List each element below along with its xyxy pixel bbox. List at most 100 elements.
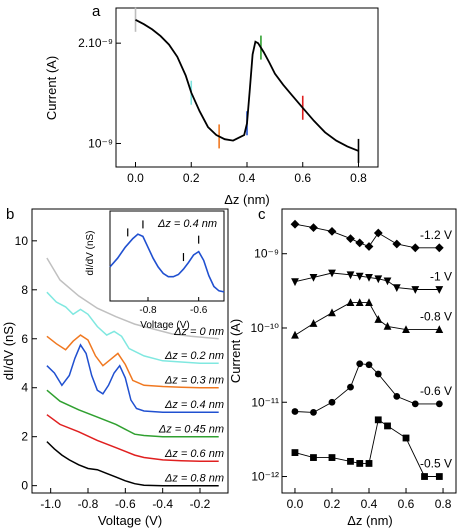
panel-c-data-point: [411, 400, 419, 408]
panel-c-data-point: [355, 298, 364, 306]
panel-a-xtick-label: 0.6: [294, 171, 311, 185]
panel-c-data-point: [347, 383, 354, 391]
panel-c-axes: 0.0 0.2 0.4 0.6 0.8 10⁻¹² 10⁻¹¹ 10⁻¹⁰ 10⁻⁹: [251, 247, 452, 511]
panel-b-series-label: Δz = 0.6 nm: [164, 448, 224, 460]
panel-a-ytick-label: 10⁻⁹: [88, 136, 113, 150]
panel-b-series-line: [46, 334, 219, 389]
panel-c-ytick-label: 10⁻⁹: [254, 247, 279, 261]
panel-b-series-label: Δz = 0.45 nm: [158, 424, 224, 436]
panel-b-ylabel: dI/dV (nS): [1, 322, 16, 381]
panel-a-xtick-label: 0.4: [239, 171, 256, 185]
panel-c-series-label: -1 V: [430, 269, 452, 283]
panel-c-data-point: [402, 325, 410, 333]
panel-c-data-point: [291, 330, 299, 339]
panel-c-data-point: [383, 322, 392, 330]
panel-c-data-point: [365, 274, 373, 282]
panel-b-inset: -0.8 -0.6 Δz = 0.4 nm Voltage (V) dI/dV (…: [85, 210, 225, 331]
panel-c-data-point: [374, 416, 382, 424]
panel-c-data-point: [393, 392, 401, 400]
inset-peak-marks: [127, 220, 200, 262]
panel-a-axes: 0.0 0.2 0.4 0.6 0.8 10⁻⁹ 2.10⁻⁹: [78, 36, 367, 185]
panel-c-series: -1.2 V -1 V -0.8 V -0.6 V -0.5 V: [290, 219, 452, 480]
panel-letter-c: c: [258, 206, 266, 223]
panel-c-data-point: [374, 370, 382, 378]
panel-c-data-point: [411, 286, 420, 294]
panel-c-data-point: [364, 242, 374, 251]
panel-c-data-point: [384, 422, 391, 430]
panel-c-data-point: [290, 219, 300, 229]
panel-c-data-point: [310, 409, 317, 416]
panel-c-data-point: [355, 238, 365, 248]
inset-annotation: Δz = 0.4 nm: [157, 218, 217, 230]
panel-c-data-point: [435, 286, 444, 294]
panel-c-data-point: [435, 400, 443, 408]
panel-c-data-point: [328, 398, 336, 406]
panel-c-data-point: [309, 274, 318, 282]
panel-c-data-point: [374, 315, 383, 323]
panel-b-ytick-label: 8: [21, 283, 28, 297]
panel-c-data-point: [383, 277, 392, 286]
panel-b-series-labels: Δz = 0 nm Δz = 0.2 nm Δz = 0.3 nm Δz = 0.4 …: [158, 326, 224, 485]
panel-c-series-line: [294, 419, 440, 477]
panel-a-ylabel: Current (A): [44, 56, 59, 120]
panel-c-data-point: [310, 454, 317, 461]
panel-c-data-point: [327, 227, 337, 236]
panel-c-data-point: [291, 408, 299, 415]
panel-b-series-line: [46, 257, 219, 340]
panel-a-xlabel: Δz (nm): [224, 192, 270, 207]
panel-b-xlabel: Voltage (V): [98, 513, 162, 528]
panel-c-series-label: -0.8 V: [420, 310, 452, 324]
panel-b-ytick-label: 4: [21, 381, 28, 395]
panel-c-data-point: [291, 278, 299, 287]
panel-c-ytick-label: 10⁻¹¹: [251, 395, 279, 409]
panel-b-frame: [31, 208, 229, 494]
panel-c-series-label: -0.6 V: [420, 384, 452, 398]
panel-b-series-line: [46, 389, 219, 438]
panel-c-data-point: [328, 454, 336, 461]
panel-c-data-point: [421, 473, 428, 480]
panel-c-data-point: [328, 269, 336, 278]
panel-c-ytick-label: 10⁻¹²: [251, 470, 279, 484]
panel-c-frame: [281, 208, 457, 494]
panel-a-xtick-label: 0.8: [350, 171, 367, 185]
panel-c-xtick-label: 0.2: [324, 497, 341, 511]
inset-axes: -0.8 -0.6: [139, 297, 208, 316]
panel-c-xtick-label: 0.4: [361, 497, 378, 511]
panel-a-ytick-label: 2.10⁻⁹: [78, 36, 113, 50]
panel-c-series-label: -1.2 V: [420, 228, 452, 242]
panel-c-series-line: [294, 302, 440, 336]
panel-c-ylabel: Current (A): [228, 319, 243, 383]
inset-xtick-label: -0.6: [190, 305, 208, 316]
panel-c-data-point: [309, 319, 318, 327]
panel-b-series-label: Δz = 0.8 nm: [164, 473, 224, 485]
panel-c-data-point: [374, 275, 383, 284]
panel-c-data-point: [355, 272, 364, 281]
panel-c-xlabel: Δz (nm): [347, 513, 393, 528]
panel-c: 0.0 0.2 0.4 0.6 0.8 10⁻¹² 10⁻¹¹ 10⁻¹⁰ 10⁻⁹ -1.2 …: [228, 208, 457, 528]
inset-series-line: [109, 233, 225, 293]
panel-a: 0.0 0.2 0.4 0.6 0.8 10⁻⁹ 2.10⁻⁹ Δz (nm) Curren…: [44, 7, 379, 207]
panel-b-xtick-label: -0.8: [78, 497, 99, 511]
panel-b-series-label: Δz = 0 nm: [173, 326, 224, 338]
panel-c-data-point: [392, 284, 401, 292]
panel-c-data-point: [365, 298, 373, 306]
inset-ylabel: dI/dV (nS): [85, 230, 96, 275]
panel-a-series-line: [135, 19, 359, 152]
panel-c-series-line: [294, 363, 440, 413]
panel-b-ytick-label: 0: [21, 479, 28, 493]
panel-b-series-lines: [46, 257, 219, 487]
panel-b-series-line: [46, 291, 219, 364]
panel-c-data-point: [291, 449, 299, 456]
panel-c-data-point: [346, 234, 355, 243]
inset-xlabel: Voltage (V): [140, 320, 189, 331]
panel-letter-a: a: [92, 3, 101, 20]
panel-c-data-point: [346, 298, 355, 306]
panel-c-ytick-label: 10⁻¹⁰: [251, 321, 280, 335]
panel-c-data-point: [347, 457, 354, 465]
panel-b-xtick-label: -1.0: [40, 497, 61, 511]
panel-b-xtick-label: -0.2: [190, 497, 211, 511]
panel-c-xtick-label: 0.0: [287, 497, 304, 511]
panel-c-data-point: [435, 473, 443, 480]
